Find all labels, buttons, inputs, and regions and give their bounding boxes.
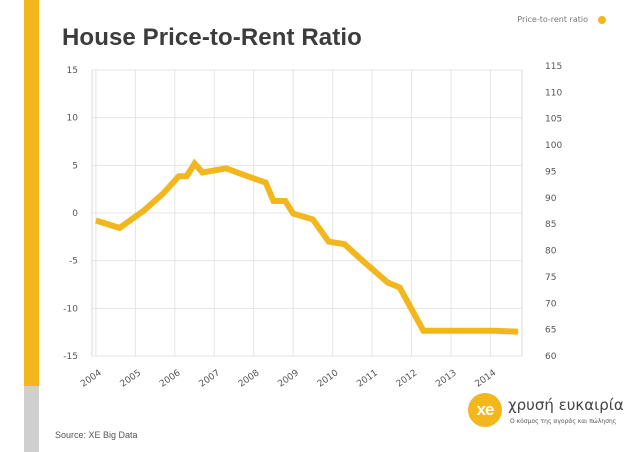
xe-logo: xe χρυσή ευκαιρία Ο κόσμος της αγοράς κα… <box>468 393 624 433</box>
right-axis-ticks: 115 110 105 100 95 90 85 80 75 70 65 60 <box>545 62 562 362</box>
x-tick-label: 2009 <box>276 368 301 389</box>
x-tick-label: 2012 <box>395 368 419 389</box>
left-tick-label: 5 <box>72 161 78 171</box>
x-tick-label: 2011 <box>355 368 379 389</box>
logo-tagline: Ο κόσμος της αγοράς και πώλησης <box>510 418 617 425</box>
right-tick-label: 80 <box>545 247 557 257</box>
legend: Price-to-rent ratio <box>517 15 606 24</box>
legend-label: Price-to-rent ratio <box>517 15 588 24</box>
x-tick-label: 2005 <box>119 368 143 389</box>
left-tick-label: 15 <box>67 66 78 76</box>
right-tick-label: 100 <box>545 141 562 151</box>
series-group <box>95 158 519 335</box>
left-tick-label: -15 <box>63 352 78 362</box>
right-tick-label: 60 <box>545 352 557 362</box>
right-tick-label: 75 <box>545 273 556 283</box>
left-decor-bar-accent <box>24 0 39 386</box>
series-line <box>95 158 519 335</box>
right-tick-label: 95 <box>545 167 556 177</box>
right-tick-label: 70 <box>545 299 557 309</box>
left-axis-ticks: 15 10 5 0 -5 -10 -15 <box>63 66 78 362</box>
right-tick-label: 105 <box>545 115 562 125</box>
left-tick-label: -10 <box>63 304 78 314</box>
chart-title: House Price-to-Rent Ratio <box>62 24 362 51</box>
logo-mark: xe <box>468 393 502 427</box>
x-tick-label: 2004 <box>79 368 104 389</box>
right-tick-label: 85 <box>545 220 556 230</box>
right-tick-label: 65 <box>545 326 556 336</box>
x-tick-label: 2008 <box>237 368 262 389</box>
x-tick-label: 2006 <box>158 368 183 389</box>
x-axis-ticks: 2004 2005 2006 2007 2008 2009 2010 2011 2012 2013… <box>79 368 498 389</box>
left-tick-label: 10 <box>67 114 79 124</box>
right-tick-label: 110 <box>545 88 562 98</box>
legend-swatch <box>598 15 606 24</box>
grid <box>91 69 523 357</box>
x-tick-label: 2010 <box>316 368 341 389</box>
left-tick-label: 0 <box>72 209 78 219</box>
source-note: Source: XE Big Data <box>55 430 138 440</box>
logo-name: χρυσή ευκαιρία <box>508 396 624 414</box>
left-decor-bar <box>24 0 39 452</box>
x-tick-label: 2014 <box>474 368 499 389</box>
x-tick-label: 2013 <box>434 368 458 389</box>
right-tick-label: 115 <box>545 62 562 72</box>
left-tick-label: -5 <box>69 257 78 267</box>
right-tick-label: 90 <box>545 194 557 204</box>
x-tick-label: 2007 <box>198 368 222 389</box>
